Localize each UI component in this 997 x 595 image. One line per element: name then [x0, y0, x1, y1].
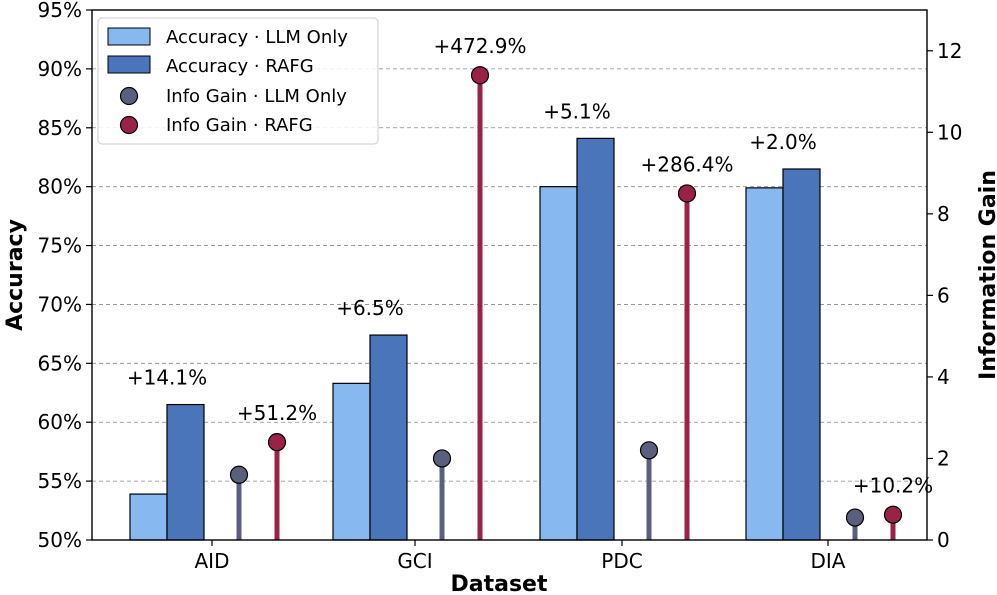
marker-infogain-llm — [845, 508, 865, 527]
info-gain-label: +10.2% — [853, 474, 933, 498]
left-tick-label: 95% — [38, 0, 82, 22]
marker-infogain-llm — [229, 465, 249, 484]
left-tick-label: 90% — [38, 57, 82, 81]
axes-frame — [91, 9, 928, 541]
bars — [129, 137, 821, 541]
bar-accuracy-llm — [332, 382, 371, 541]
right-tick-label: 10 — [937, 120, 962, 144]
legend-label-accuracy-llm: Accuracy · LLM Only — [166, 27, 348, 48]
left-axis-ticks: 50% 55% 60% 65% 70% 75% 80% 85% 90% 95% — [38, 0, 92, 552]
marker-infogain-llm — [432, 449, 452, 468]
left-tick-label: 80% — [38, 175, 82, 199]
legend-marker-infogain-rafg — [119, 115, 139, 135]
bar-accuracy-rafg — [369, 334, 408, 541]
annotations: +14.1% +6.5% +5.1% +2.0% +51.2% +472.9% +286.4… — [127, 34, 933, 497]
info-gain-label: +286.4% — [640, 152, 733, 176]
right-tick-label: 8 — [937, 202, 950, 226]
accuracy-gain-label: +5.1% — [543, 99, 611, 123]
right-tick-label: 12 — [937, 39, 962, 63]
accuracy-gain-label: +6.5% — [336, 296, 404, 320]
legend-label-accuracy-rafg: Accuracy · RAFG — [166, 56, 314, 77]
marker-infogain-rafg — [267, 433, 287, 452]
marker-infogain-rafg — [677, 184, 697, 203]
x-tick-label: AID — [195, 549, 230, 573]
x-axis-title: Dataset — [450, 572, 547, 595]
legend-frame — [97, 17, 379, 145]
left-tick-label: 85% — [38, 116, 82, 140]
legend-label-infogain-llm: Info Gain · LLM Only — [166, 86, 347, 107]
x-tick-label: PDC — [601, 549, 642, 573]
bar-accuracy-rafg — [782, 168, 821, 541]
right-tick-label: 4 — [937, 365, 950, 389]
info-gain-label: +472.9% — [433, 34, 526, 58]
accuracy-gain-label: +2.0% — [749, 130, 817, 154]
left-tick-label: 75% — [38, 234, 82, 258]
legend-swatch-accuracy-rafg — [107, 55, 151, 74]
left-tick-label: 60% — [38, 410, 82, 434]
bar-accuracy-llm — [745, 187, 784, 541]
bar-accuracy-llm — [129, 493, 168, 541]
y-axis-title-left: Accuracy — [3, 219, 28, 331]
marker-infogain-rafg — [883, 505, 903, 524]
marker-infogain-llm — [639, 441, 659, 460]
left-tick-label: 70% — [38, 292, 82, 316]
left-tick-label: 50% — [38, 528, 82, 552]
bar-accuracy-rafg — [576, 137, 615, 541]
legend-marker-infogain-llm — [119, 86, 139, 106]
legend-label-infogain-rafg: Info Gain · RAFG — [166, 115, 313, 136]
info-gain-label: +51.2% — [237, 401, 317, 425]
x-axis-ticks: AID GCI PDC DIA — [195, 540, 846, 573]
legend-swatch-accuracy-llm — [107, 27, 151, 46]
right-axis-ticks: 0 2 4 6 8 10 12 — [927, 39, 962, 552]
bar-accuracy-rafg — [166, 403, 205, 541]
right-tick-label: 6 — [937, 283, 950, 307]
legend: Accuracy · LLM Only Accuracy · RAFG Info… — [97, 17, 379, 145]
right-tick-label: 2 — [937, 446, 950, 470]
x-tick-label: GCI — [397, 549, 432, 573]
x-tick-label: DIA — [811, 549, 846, 573]
left-tick-label: 65% — [38, 351, 82, 375]
plot-frame — [91, 9, 928, 541]
stems — [229, 66, 903, 540]
bar-accuracy-llm — [539, 186, 578, 541]
right-tick-label: 0 — [937, 528, 950, 552]
accuracy-gain-label: +14.1% — [127, 366, 207, 390]
left-tick-label: 55% — [38, 469, 82, 493]
marker-infogain-rafg — [470, 66, 490, 85]
y-axis-title-right: Information Gain — [976, 170, 997, 380]
